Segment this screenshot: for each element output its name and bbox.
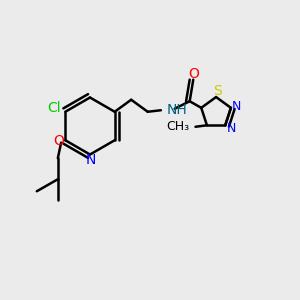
- Text: N: N: [232, 100, 242, 113]
- Text: O: O: [53, 134, 64, 148]
- Text: O: O: [188, 67, 199, 81]
- Text: NH: NH: [166, 103, 187, 117]
- Text: N: N: [226, 122, 236, 135]
- Text: N: N: [85, 153, 96, 167]
- Text: Cl: Cl: [47, 101, 61, 115]
- Text: CH₃: CH₃: [167, 120, 190, 133]
- Text: S: S: [213, 84, 222, 98]
